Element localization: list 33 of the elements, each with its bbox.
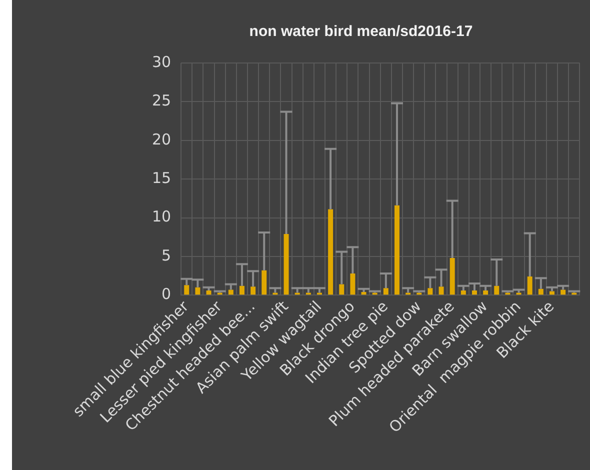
bar <box>361 292 366 295</box>
y-tick-label: 30 <box>152 52 172 71</box>
bar <box>195 287 200 295</box>
bar <box>328 209 334 295</box>
y-tick-label: 0 <box>162 285 172 304</box>
bar <box>206 290 212 295</box>
bar <box>350 273 356 295</box>
bar <box>560 290 566 295</box>
bar <box>527 276 532 295</box>
bar <box>450 258 455 295</box>
bar <box>184 285 190 295</box>
bar <box>394 205 400 295</box>
chart-title: non water bird mean/sd2016-17 <box>249 23 473 40</box>
bar <box>538 288 544 295</box>
y-tick-label: 20 <box>152 130 172 148</box>
bar <box>284 234 289 295</box>
bar <box>228 290 234 295</box>
bar <box>428 288 433 295</box>
bar <box>460 290 466 295</box>
y-tick-label: 25 <box>152 92 172 110</box>
bar <box>438 286 444 295</box>
bar <box>250 286 256 295</box>
bar <box>472 290 477 295</box>
bar <box>262 270 267 295</box>
bar <box>550 291 554 295</box>
bar <box>494 286 500 295</box>
y-tick-label: 15 <box>152 168 172 187</box>
bar <box>239 286 244 295</box>
bar <box>383 288 388 295</box>
bar <box>483 290 488 295</box>
y-tick-label: 5 <box>162 246 172 264</box>
y-tick-label: 10 <box>152 208 172 226</box>
bar <box>339 284 344 295</box>
